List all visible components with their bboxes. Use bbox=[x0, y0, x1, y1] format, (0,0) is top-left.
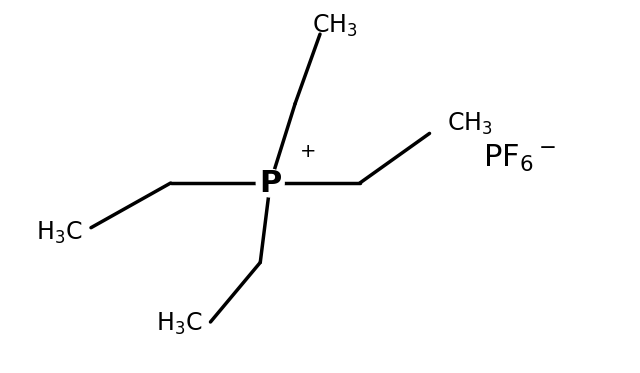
Text: P: P bbox=[259, 169, 282, 198]
Text: H$_3$C: H$_3$C bbox=[156, 311, 202, 337]
Text: +: + bbox=[300, 142, 316, 161]
Text: CH$_3$: CH$_3$ bbox=[312, 13, 358, 39]
Text: PF$_6$$^-$: PF$_6$$^-$ bbox=[483, 142, 556, 174]
Text: CH$_3$: CH$_3$ bbox=[447, 110, 493, 137]
Text: H$_3$C: H$_3$C bbox=[36, 220, 83, 246]
Circle shape bbox=[256, 169, 284, 197]
